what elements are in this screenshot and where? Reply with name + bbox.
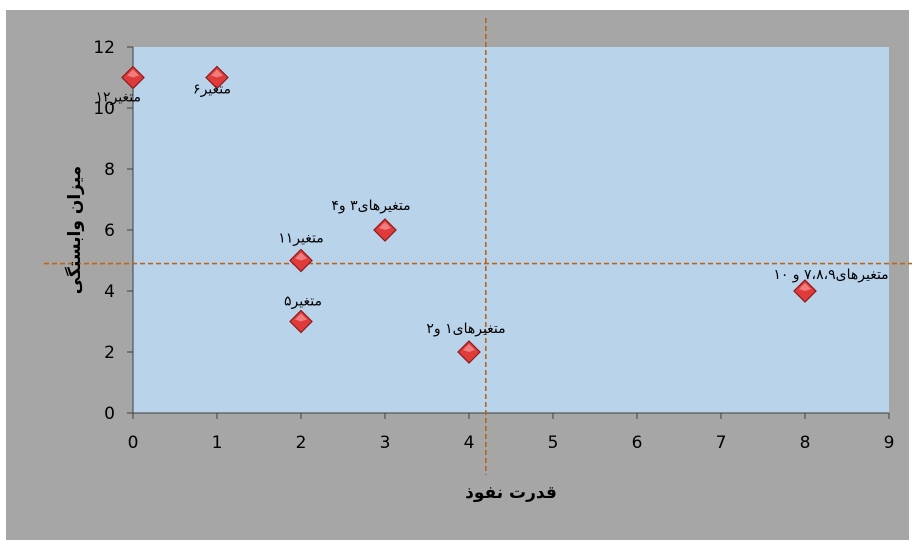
data-point: متغیر۵ <box>284 294 322 334</box>
y-tick-label: 2 <box>104 343 115 363</box>
data-point-label: متغیر۵ <box>284 294 322 310</box>
y-tick-label: 10 <box>93 99 115 119</box>
data-point-label: متغیرهای۱ و۲ <box>426 321 505 337</box>
data-points: متغیر۱۲ متغیر۶ متغیر۱۱ متغیر۵ متغیرهای۳ و۴ مت… <box>96 65 889 364</box>
x-tick-label: 9 <box>884 433 895 453</box>
x-tick-label: 0 <box>128 433 139 453</box>
data-point: متغیرهای۱ و۲ <box>426 321 506 364</box>
x-tick-label: 1 <box>212 433 223 453</box>
data-point-highlight <box>799 283 811 291</box>
data-point: متغیر۶ <box>193 65 231 98</box>
x-tick-label: 4 <box>464 433 475 453</box>
data-point: متغیرهای۳ و۴ <box>331 198 411 242</box>
data-point-highlight <box>211 69 223 78</box>
data-point-label: متغیرهای۷،۸،۹ و ۱۰ <box>773 267 888 283</box>
data-point-highlight <box>295 252 307 261</box>
x-tick-label: 6 <box>632 433 643 453</box>
y-axis-title: میزان وابستگی <box>64 166 85 294</box>
x-tick-label: 7 <box>716 433 727 453</box>
data-point: متغیر۱۱ <box>278 231 324 273</box>
data-point-highlight <box>463 344 475 352</box>
data-point: متغیرهای۷،۸،۹ و ۱۰ <box>773 267 889 303</box>
x-axis-title: قدرت نفوذ <box>465 483 557 503</box>
x-tick-label: 8 <box>800 433 811 453</box>
data-point-highlight <box>379 222 391 230</box>
data-point-label: متغیر۱۱ <box>278 231 323 247</box>
data-point-label: متغیر۶ <box>193 82 231 98</box>
y-tick-label: 8 <box>104 160 115 180</box>
data-point: متغیر۱۲ <box>96 65 145 106</box>
y-tick-label: 4 <box>104 282 115 302</box>
y-tick-label: 0 <box>104 404 115 424</box>
y-tick-label: 6 <box>104 221 115 241</box>
x-tick-label: 3 <box>380 433 391 453</box>
data-point-highlight <box>295 313 307 322</box>
plot-area <box>133 47 889 413</box>
data-point-label: متغیر۱۲ <box>96 90 141 106</box>
data-point-highlight <box>127 69 139 78</box>
data-point-label: متغیرهای۳ و۴ <box>331 198 410 214</box>
y-tick-label: 12 <box>93 38 115 58</box>
x-tick-label: 2 <box>296 433 307 453</box>
reference-lines <box>44 18 912 475</box>
x-tick-label: 5 <box>548 433 559 453</box>
